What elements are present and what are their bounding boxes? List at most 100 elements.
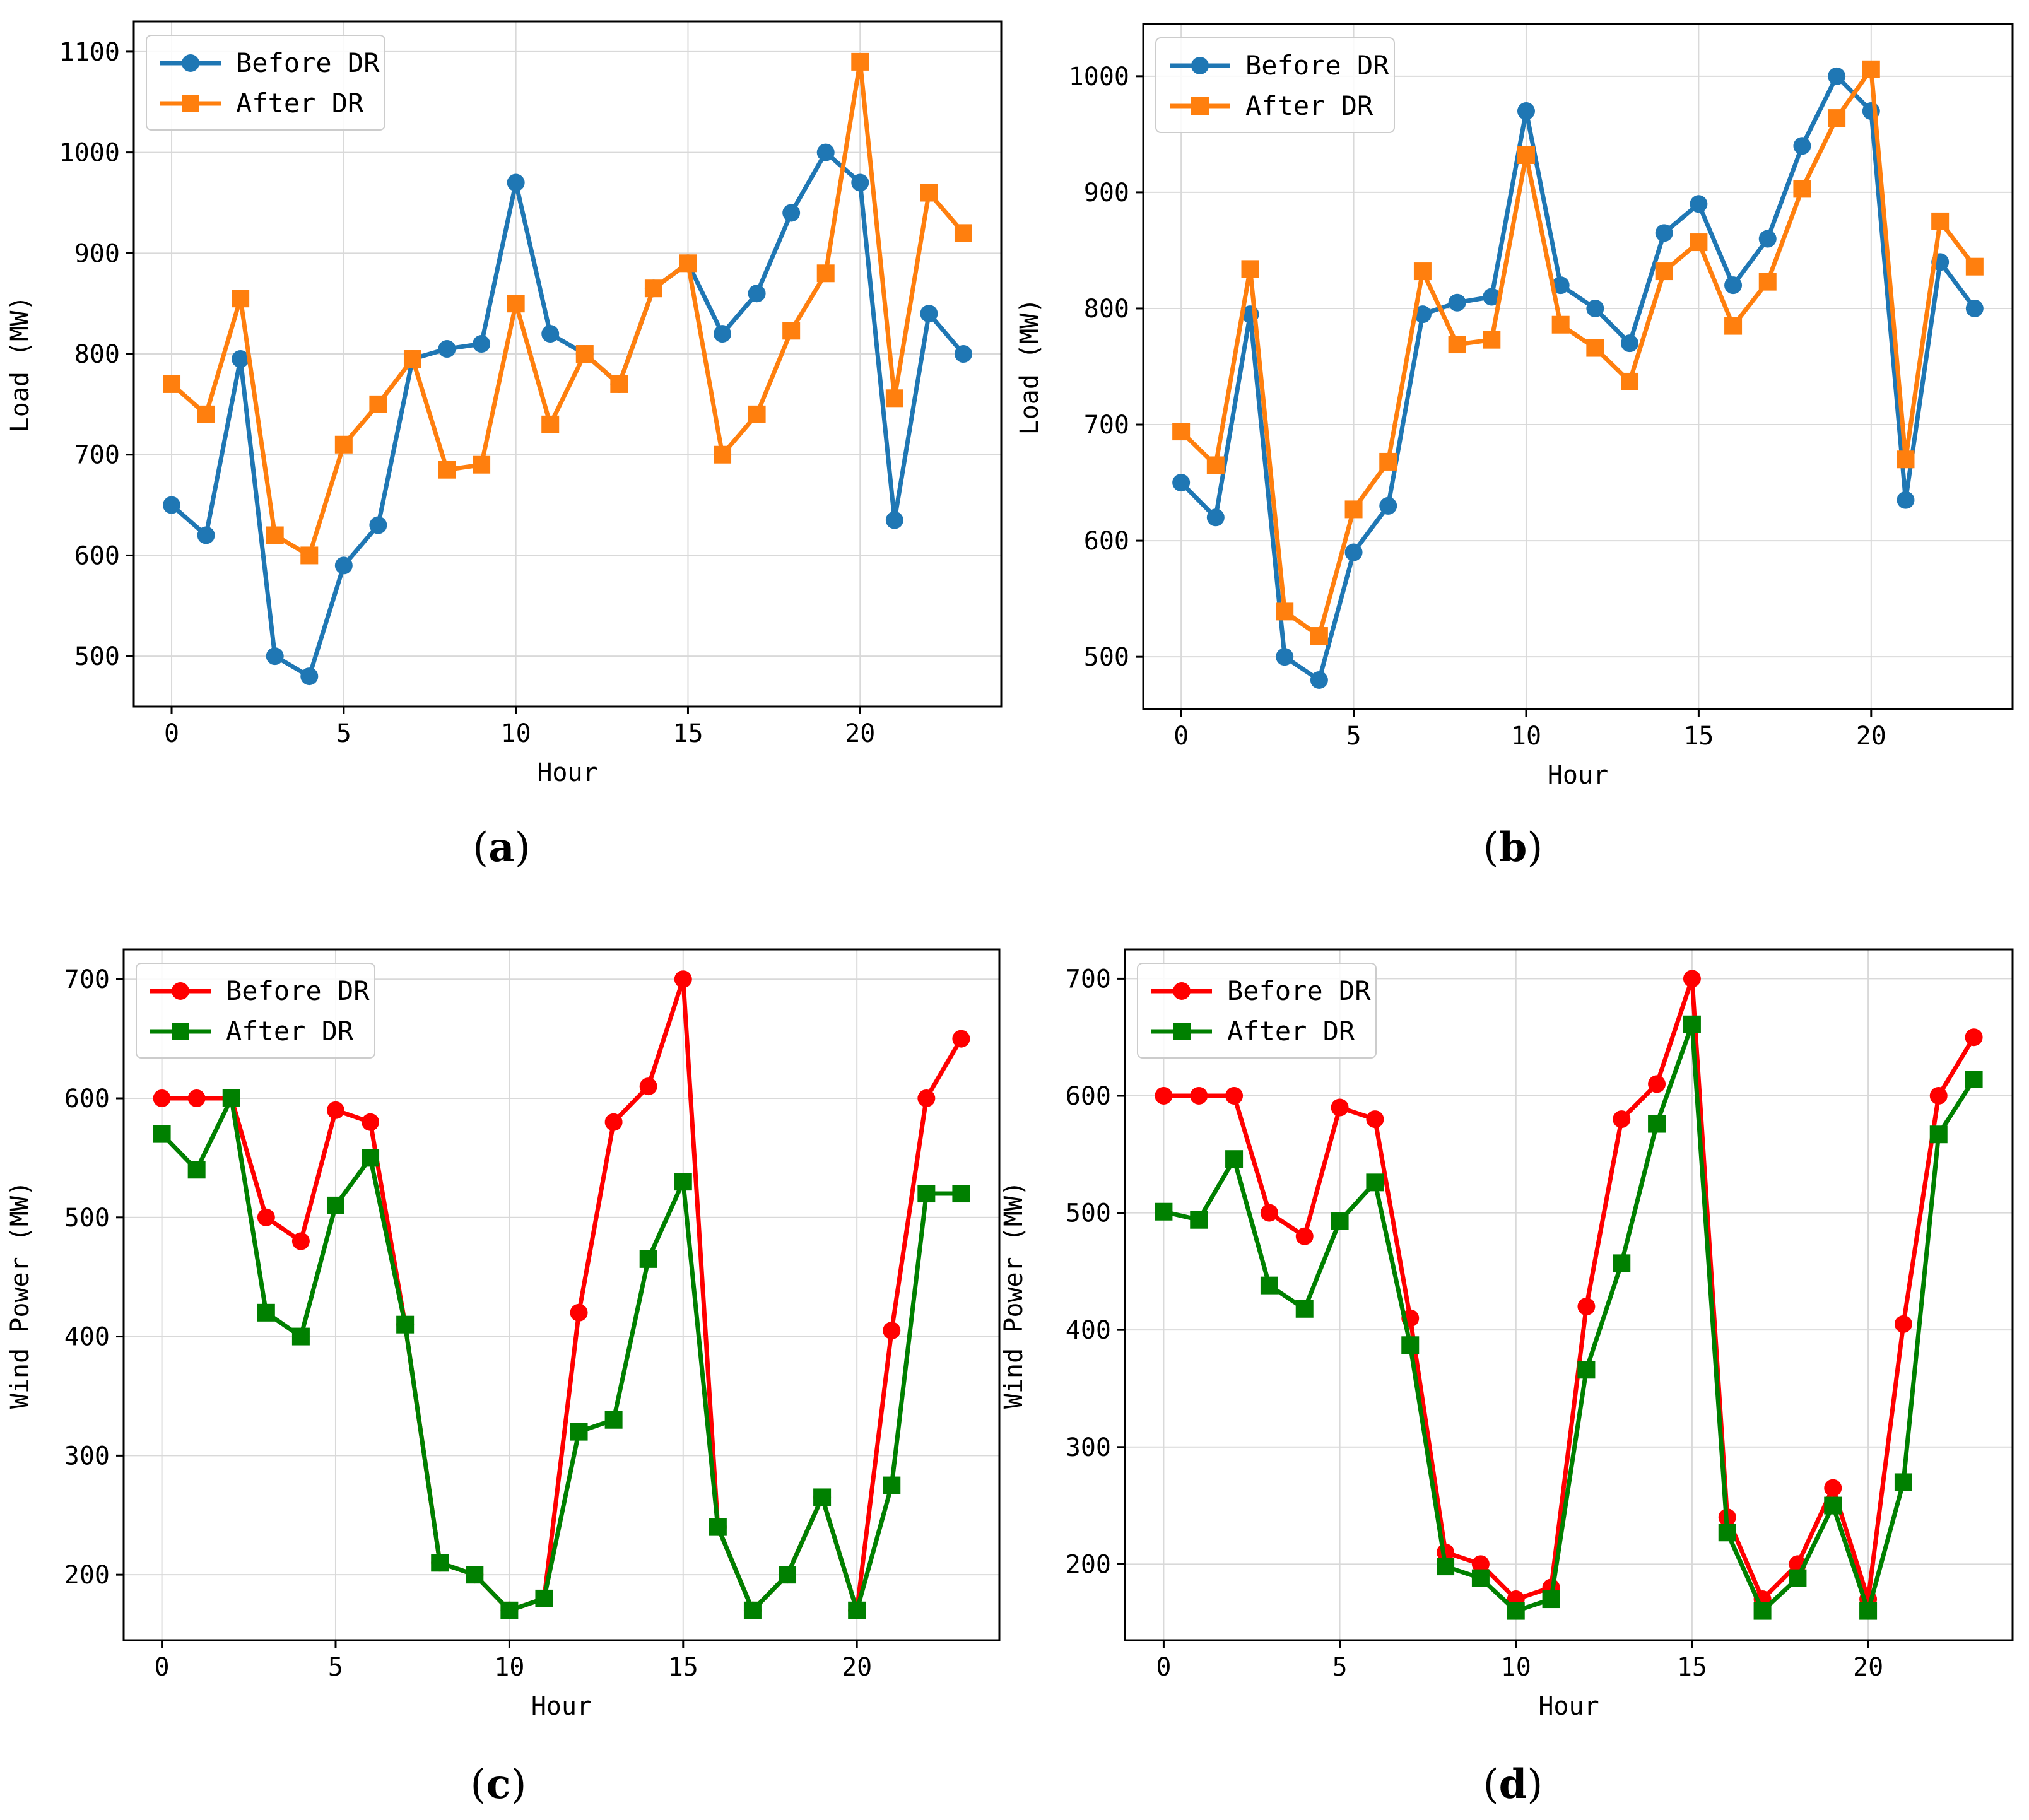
data-point	[1344, 500, 1363, 519]
data-point	[1276, 602, 1294, 621]
y-tick-label: 200	[1066, 1550, 1111, 1579]
data-point	[1683, 1015, 1701, 1033]
x-axis-label: Hour	[537, 758, 597, 787]
data-point	[1897, 491, 1915, 509]
plot-frame	[1124, 948, 2014, 1641]
data-point	[1331, 1212, 1349, 1230]
legend-box	[146, 35, 385, 131]
data-point	[500, 1601, 519, 1619]
data-point	[396, 1315, 415, 1334]
data-point	[1448, 336, 1466, 354]
data-point	[291, 1327, 310, 1346]
data-point	[1225, 1086, 1244, 1105]
data-point	[1172, 474, 1191, 492]
data-point	[604, 1113, 623, 1131]
panel-label: (a)	[473, 824, 530, 871]
data-point	[507, 295, 525, 313]
data-point	[885, 511, 903, 529]
data-point	[851, 52, 869, 71]
data-point	[1190, 1086, 1208, 1105]
data-point	[848, 1601, 866, 1619]
chart-panel-a: 0 5 10 15 20 500 600 700 800 900 1000 1100 Hour Load …	[6, 20, 1003, 871]
legend-marker	[1191, 57, 1209, 74]
legend-label: After DR	[236, 88, 364, 119]
y-tick-label: 700	[1066, 965, 1111, 994]
data-point	[1690, 233, 1708, 252]
x-tick-label: 0	[164, 719, 179, 748]
plot-frame	[132, 20, 1003, 708]
legend: Before DR After DR	[136, 963, 375, 1059]
data-point	[1413, 262, 1432, 281]
series-after-dr	[1172, 60, 1984, 645]
data-point	[883, 1476, 901, 1494]
data-point	[1965, 257, 1984, 276]
series-line	[160, 1096, 962, 1613]
x-tick-label: 0	[1173, 722, 1189, 751]
data-point	[1190, 1211, 1208, 1229]
data-point	[1859, 1602, 1878, 1620]
data-point	[1517, 146, 1535, 164]
data-point	[473, 335, 491, 353]
series-before-dr	[1172, 67, 1984, 689]
legend-label: Before DR	[236, 47, 380, 78]
chart-panel-d: 0 5 10 15 20 200 300 400 500 600 700 Hour Wind Power…	[999, 948, 2014, 1808]
data-point	[714, 445, 732, 464]
data-point	[1310, 671, 1328, 689]
x-tick-label: 15	[1677, 1653, 1707, 1682]
y-tick-label: 1000	[1069, 62, 1129, 91]
y-tick-label: 700	[1084, 411, 1129, 440]
data-point	[541, 415, 560, 433]
data-point	[1862, 60, 1880, 78]
data-point	[1793, 180, 1811, 198]
data-point	[266, 526, 284, 544]
data-point	[369, 516, 387, 534]
data-point	[362, 1113, 380, 1131]
series-after-dr	[163, 52, 972, 565]
y-tick-label: 500	[64, 1204, 110, 1233]
data-point	[535, 1589, 553, 1607]
data-point	[674, 1173, 692, 1191]
legend-label: Before DR	[1227, 975, 1371, 1006]
panel-label: (d)	[1483, 1761, 1543, 1808]
x-tick-label: 5	[336, 719, 351, 748]
data-point	[1683, 970, 1701, 988]
data-point	[1331, 1098, 1349, 1117]
data-point	[816, 264, 835, 283]
data-point	[851, 173, 869, 192]
data-point	[1517, 102, 1535, 120]
data-point	[197, 526, 215, 544]
data-point	[1366, 1173, 1384, 1192]
data-point	[1413, 305, 1432, 324]
y-tick-label: 600	[1066, 1082, 1111, 1111]
data-point	[1929, 1086, 1948, 1105]
panel-label: (b)	[1483, 824, 1543, 871]
series-after-dr	[1155, 1015, 1983, 1620]
y-tick-label: 300	[64, 1441, 110, 1471]
y-tick-label: 600	[74, 541, 120, 570]
data-point	[1295, 1300, 1314, 1318]
x-axis-label: Hour	[1538, 1692, 1599, 1721]
data-point	[1206, 456, 1225, 474]
data-point	[334, 556, 353, 575]
data-point	[300, 667, 319, 686]
x-tick-label: 10	[494, 1653, 524, 1682]
data-point	[920, 305, 938, 323]
data-point	[257, 1208, 275, 1226]
data-point	[748, 405, 766, 423]
data-point	[403, 350, 421, 368]
data-point	[1310, 627, 1328, 645]
data-point	[917, 1185, 936, 1203]
data-point	[1206, 508, 1225, 527]
data-point	[748, 285, 766, 303]
panel-label: (c)	[471, 1761, 527, 1808]
data-point	[644, 279, 662, 298]
x-axis-label: Hour	[1548, 761, 1608, 790]
y-tick-label: 800	[1084, 295, 1129, 324]
legend-label: Before DR	[1245, 50, 1389, 81]
y-tick-label: 1000	[59, 139, 120, 168]
data-point	[197, 405, 215, 423]
legend-label: After DR	[1245, 90, 1373, 121]
data-point	[1366, 1110, 1384, 1129]
data-point	[1507, 1602, 1525, 1620]
data-point	[1828, 109, 1846, 127]
